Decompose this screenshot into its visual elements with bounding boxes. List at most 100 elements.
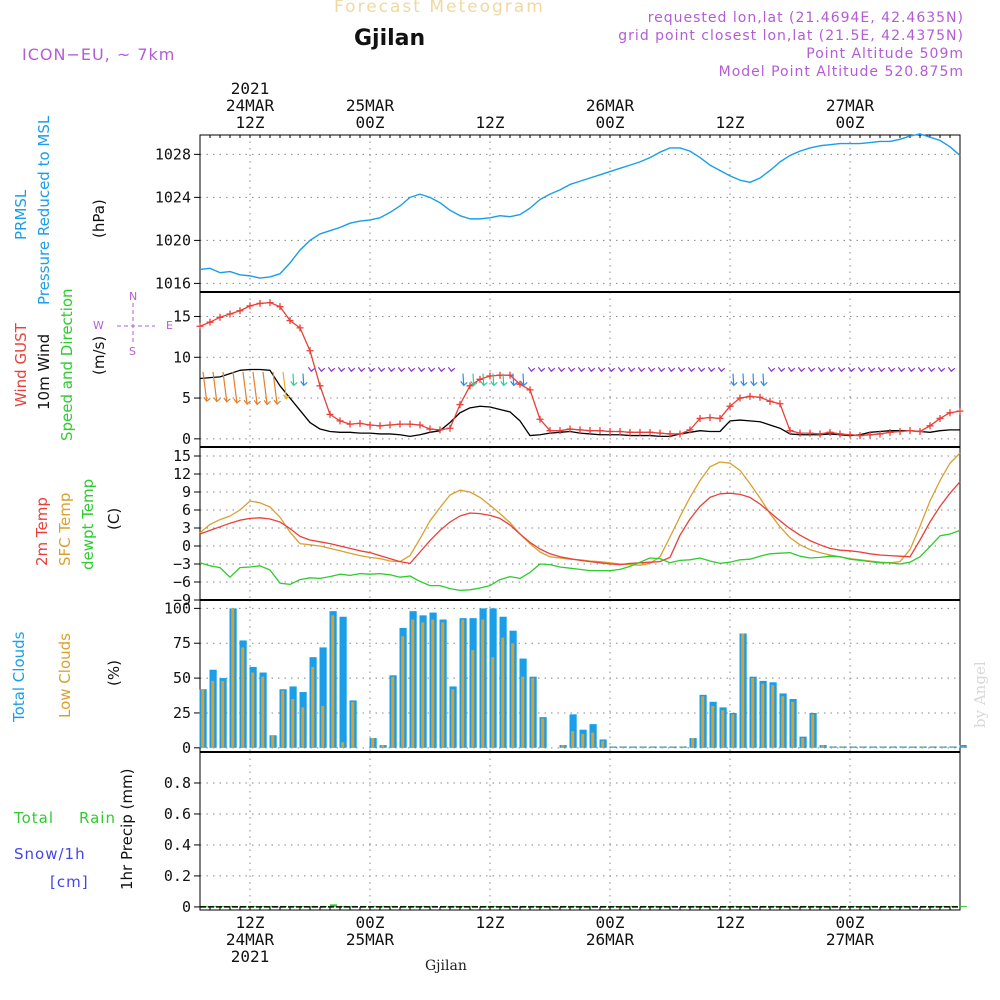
wind-direction-arrow: [837, 366, 846, 373]
gust-point: [866, 431, 874, 439]
gust-point: [766, 397, 774, 405]
low-cloud-bar: [261, 676, 265, 748]
wind-direction-arrow: [597, 366, 606, 373]
gust-point: [846, 431, 854, 439]
gust-point: [576, 426, 584, 434]
clouds-ytick-label: 100: [164, 599, 191, 617]
gust-point: [316, 382, 324, 390]
temp2m-series-line: [199, 481, 961, 566]
wind-direction-arrow: [337, 366, 346, 373]
point-altitude: Point Altitude 509m: [806, 46, 964, 62]
gust-point: [786, 427, 794, 435]
rain-bar: [960, 905, 967, 907]
wind-direction-arrow: [447, 366, 456, 373]
wind-direction-arrow: [480, 373, 488, 387]
low-cloud-bar: [961, 746, 965, 748]
rain-bar: [700, 905, 707, 907]
temperature-ytick-label: −3: [173, 555, 191, 573]
low-cloud-bar: [311, 666, 315, 748]
time-label-top: 12Z: [476, 113, 505, 132]
model-label: ICON−EU, ~ 7km: [22, 45, 176, 64]
temperature-ytick-label: 15: [173, 447, 191, 465]
gust-point: [446, 424, 454, 432]
wind-direction-arrow: [937, 366, 946, 373]
wind-direction-arrow: [510, 373, 518, 387]
low-cloud-bar: [951, 746, 955, 748]
clouds-ytick-label: 0: [182, 739, 191, 757]
low-cloud-bar: [901, 746, 905, 748]
sfc-temp-series-line: [199, 452, 961, 566]
rain-bar: [220, 905, 227, 907]
wind-ytick-label: 15: [173, 307, 191, 325]
low-cloud-bar: [701, 696, 705, 748]
low-cloud-bar: [811, 714, 815, 748]
dewpt-series-line: [199, 529, 961, 592]
wind-direction-arrow: [897, 366, 906, 373]
precip-snow-label: Snow/1h: [14, 845, 86, 863]
low-cloud-bar: [441, 622, 445, 748]
wind-direction-arrow: [222, 371, 231, 403]
gust-point: [566, 425, 574, 433]
gust-point: [946, 409, 954, 417]
wind-ytick-label: 0: [182, 430, 191, 448]
wind-direction-arrow: [647, 366, 656, 373]
low-cloud-bar: [721, 710, 725, 748]
clouds-ytick-label: 75: [173, 634, 191, 652]
wind-direction-arrow: [740, 373, 748, 387]
low-cloud-bar: [691, 738, 695, 748]
low-cloud-bar: [591, 732, 595, 748]
gust-point: [646, 428, 654, 436]
gust-point: [876, 430, 884, 438]
rain-bar: [500, 905, 507, 907]
low-cloud-bar: [461, 619, 465, 748]
time-label-bottom: 12Z: [716, 913, 745, 932]
gust-point: [596, 427, 604, 435]
low-cloud-bar: [621, 746, 625, 748]
time-label-top: 2021: [231, 79, 270, 98]
low-cloud-bar: [431, 619, 435, 748]
low-cloud-bar: [491, 657, 495, 748]
gust-point: [366, 421, 374, 429]
time-label-top: 00Z: [836, 113, 865, 132]
pressure-panel: [194, 134, 961, 293]
wind-direction-arrow: [527, 366, 536, 373]
wind-direction-arrow: [927, 366, 936, 373]
compass-w: W: [93, 319, 104, 332]
wind-direction-arrow: [290, 373, 298, 387]
rain-bar: [260, 905, 267, 907]
wind-direction-arrow: [637, 366, 646, 373]
gust-point: [476, 375, 484, 383]
low-cloud-bar: [221, 680, 225, 748]
time-label-bottom: 00Z: [596, 913, 625, 932]
wind-direction-arrow: [667, 366, 676, 373]
wind-direction-arrow: [427, 366, 436, 373]
wind-direction-arrow: [557, 366, 566, 373]
pressure-ytick-label: 1028: [155, 145, 191, 163]
gust-point: [436, 426, 444, 434]
pressure-ytick-label: 1024: [155, 188, 191, 206]
wind-direction-arrow: [470, 373, 478, 387]
gust-point: [336, 417, 344, 425]
gust-point: [346, 420, 354, 428]
low-cloud-bar: [231, 608, 235, 748]
gust-point: [906, 427, 914, 435]
wind-direction-arrow: [272, 371, 281, 405]
temperature-ytick-label: −9: [173, 591, 191, 609]
wind-direction-arrow: [677, 366, 686, 373]
low-cloud-bar: [781, 696, 785, 748]
low-cloud-bar: [821, 745, 825, 748]
wind-direction-arrow: [437, 366, 446, 373]
precip-panel: [194, 751, 961, 911]
wind-panel: [194, 291, 961, 448]
rain-bar: [940, 905, 947, 907]
gust-point: [226, 310, 234, 318]
temperature-ytick-label: −6: [173, 573, 191, 591]
wind-ytick-label: 10: [173, 348, 191, 366]
wind-direction-arrow: [817, 366, 826, 373]
wind-direction-arrow: [760, 373, 768, 387]
wind-direction-arrow: [657, 366, 666, 373]
gust-point: [816, 430, 824, 438]
wind-direction-arrow: [750, 373, 758, 387]
wind-direction-arrow: [917, 366, 926, 373]
rain-bar: [900, 905, 907, 907]
